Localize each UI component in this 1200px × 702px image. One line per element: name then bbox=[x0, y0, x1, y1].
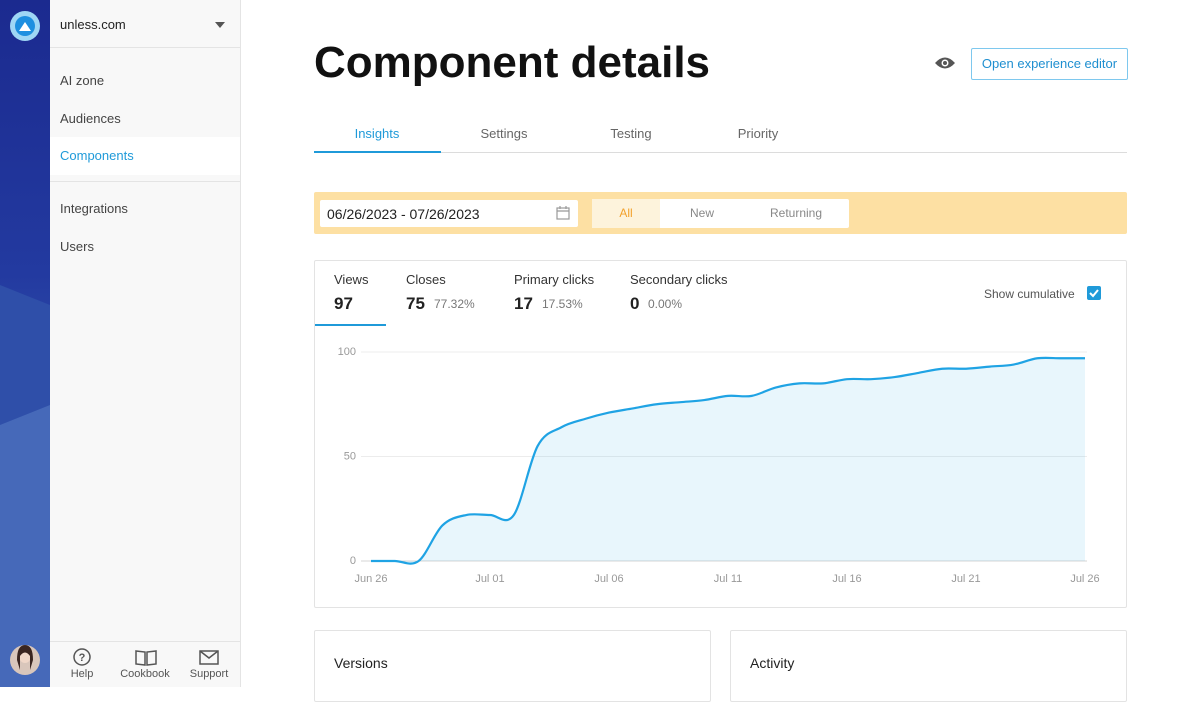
y-tick-label: 100 bbox=[338, 346, 356, 358]
rail-art bbox=[0, 11, 50, 687]
divider bbox=[50, 47, 240, 48]
cumulative-checkbox[interactable] bbox=[1087, 286, 1101, 300]
metric-value: 0 bbox=[630, 294, 640, 313]
x-tick-label: Jul 21 bbox=[951, 573, 980, 585]
nav-item[interactable]: Audiences bbox=[60, 111, 121, 126]
activity-panel: Activity bbox=[730, 630, 1127, 702]
x-tick-label: Jun 26 bbox=[354, 573, 387, 585]
y-tick-label: 50 bbox=[344, 450, 356, 462]
editor-button[interactable]: Open experience editor bbox=[971, 48, 1128, 80]
segment[interactable]: Returning bbox=[769, 206, 823, 220]
tab-rule bbox=[314, 152, 1127, 153]
dropdown-caret[interactable] bbox=[215, 22, 225, 28]
x-tick-label: Jul 26 bbox=[1070, 573, 1099, 585]
checkbox-box bbox=[1087, 286, 1101, 300]
tab[interactable]: Priority bbox=[737, 126, 779, 141]
site-name[interactable]: unless.com bbox=[60, 17, 126, 32]
y-tick-label: 0 bbox=[350, 555, 356, 567]
area bbox=[371, 357, 1085, 564]
help-icon[interactable]: ? bbox=[72, 648, 92, 668]
calendar-icon bbox=[556, 206, 570, 220]
metric-rate: 17.53% bbox=[542, 297, 583, 311]
nav-item-active[interactable]: Components bbox=[50, 137, 240, 175]
segment[interactable]: New bbox=[689, 206, 714, 220]
tab-active[interactable]: Insights bbox=[354, 126, 400, 141]
avatar-hair bbox=[17, 645, 33, 670]
metric-value: 97 bbox=[334, 294, 353, 313]
metric-label[interactable]: Closes bbox=[406, 272, 446, 287]
logo-mark bbox=[19, 22, 31, 31]
app-rail bbox=[0, 0, 50, 687]
metric-label[interactable]: Views bbox=[334, 272, 369, 287]
cumulative-label: Show cumulative bbox=[984, 287, 1075, 301]
divider bbox=[50, 641, 240, 642]
chart-card bbox=[314, 260, 1127, 608]
checkbox-tick bbox=[1089, 289, 1099, 298]
date-range: 06/26/2023 - 07/26/2023 bbox=[327, 206, 480, 222]
tab-underline bbox=[314, 151, 441, 153]
x-tick-label: Jul 11 bbox=[714, 573, 743, 585]
metric-rate: 0.00% bbox=[648, 297, 683, 311]
footer-link[interactable]: Cookbook bbox=[120, 668, 170, 680]
nav-item[interactable]: Users bbox=[60, 239, 94, 254]
x-tick-label: Jul 16 bbox=[832, 573, 861, 585]
panel-title: Versions bbox=[334, 655, 388, 671]
sidebar: unless.com AI zone Audiences Components … bbox=[50, 0, 241, 687]
metric-value: 17 bbox=[514, 294, 533, 313]
metric-label[interactable]: Primary clicks bbox=[514, 272, 595, 287]
metric-rate: 77.32% bbox=[434, 297, 475, 311]
panel-title: Activity bbox=[750, 655, 795, 671]
support-icon[interactable] bbox=[199, 650, 219, 665]
x-tick-label: Jul 01 bbox=[475, 573, 504, 585]
nav-item[interactable]: AI zone bbox=[60, 73, 105, 88]
cookbook-icon[interactable] bbox=[135, 649, 157, 667]
page: unless.com AI zone Audiences Components … bbox=[0, 0, 1128, 702]
metric-underline bbox=[315, 324, 386, 326]
versions-panel: Versions bbox=[314, 630, 711, 702]
nav-item[interactable]: Integrations bbox=[60, 201, 128, 216]
metric-label[interactable]: Secondary clicks bbox=[630, 272, 728, 287]
date-input[interactable]: 06/26/2023 - 07/26/2023 bbox=[320, 200, 578, 227]
segment-active[interactable]: All bbox=[592, 199, 660, 228]
svg-text:?: ? bbox=[79, 652, 86, 664]
tab[interactable]: Testing bbox=[610, 126, 652, 141]
divider bbox=[50, 181, 240, 182]
footer-link[interactable]: Support bbox=[189, 668, 229, 680]
page-title: Component details bbox=[314, 38, 711, 87]
preview-icon[interactable] bbox=[934, 56, 956, 70]
line bbox=[371, 356, 1086, 565]
x-tick-label: Jul 06 bbox=[594, 573, 623, 585]
footer-link[interactable]: Help bbox=[70, 668, 94, 680]
chart: 0 50 100 Jun 26 Jul 01 Jul 06 Jul 11 Jul 16 Jul … bbox=[338, 346, 1100, 585]
metric-value: 75 bbox=[406, 294, 425, 313]
rail-wave bbox=[0, 405, 50, 687]
tab[interactable]: Settings bbox=[480, 126, 528, 141]
